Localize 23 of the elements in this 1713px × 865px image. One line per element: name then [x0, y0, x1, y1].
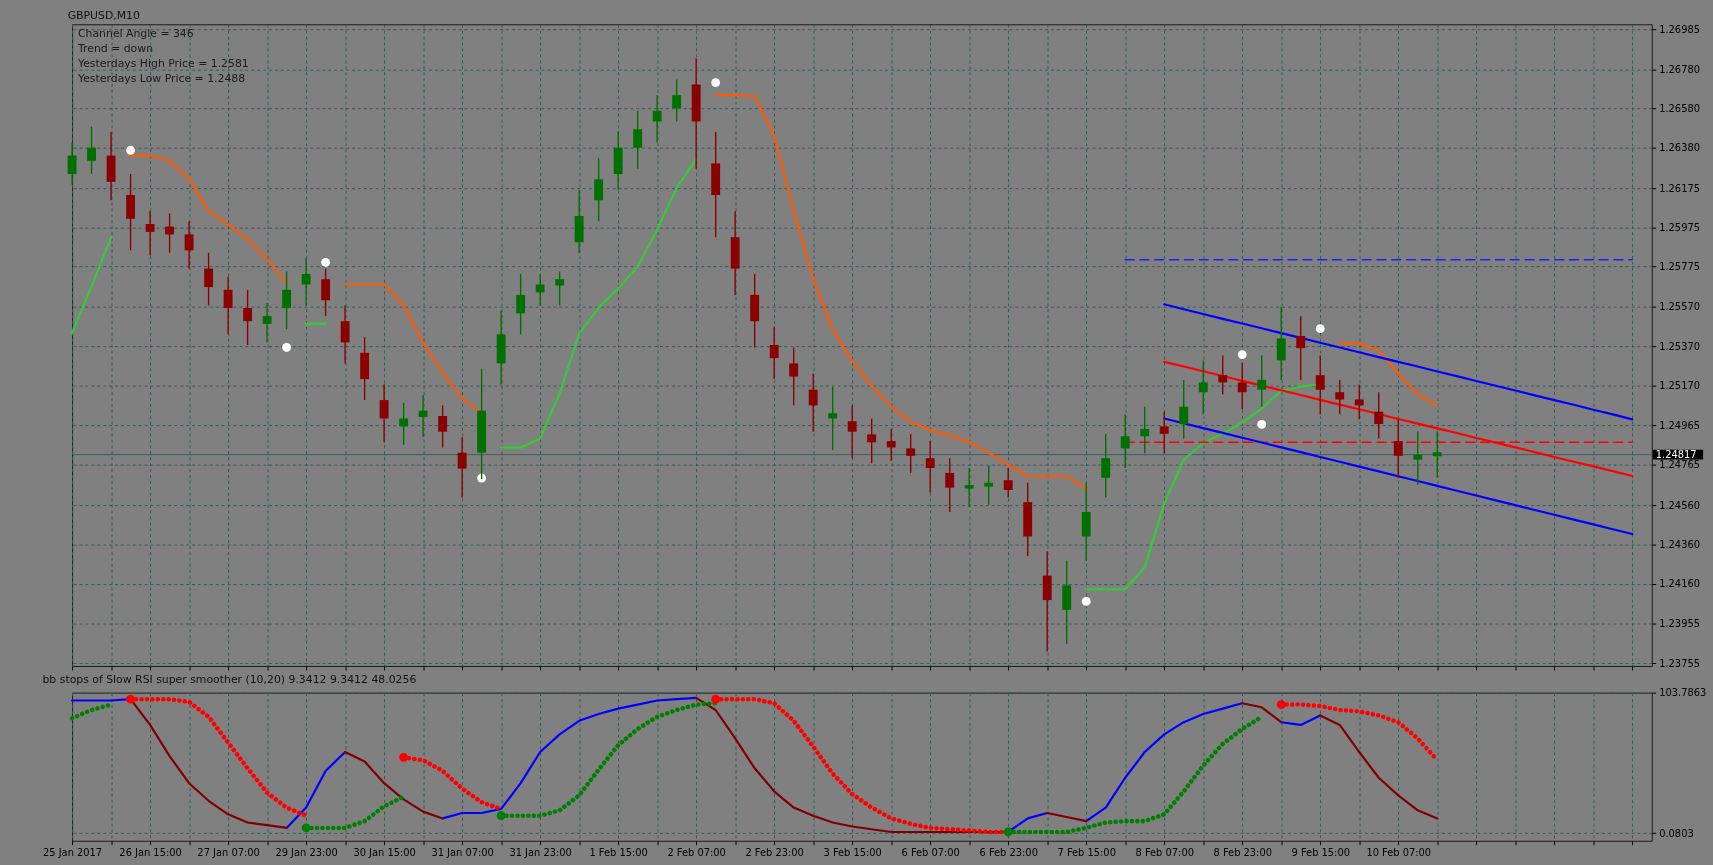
x-tick-label: 31 Jan 23:00: [509, 847, 572, 859]
x-tick-label: 27 Jan 07:00: [197, 847, 260, 859]
point: [126, 694, 135, 704]
x-tick-label: 30 Jan 15:00: [353, 847, 416, 859]
x-tick-label: 6 Feb 07:00: [901, 847, 960, 859]
x-tick-label: 8 Feb 23:00: [1213, 847, 1272, 859]
x-tick-label: 8 Feb 07:00: [1135, 847, 1194, 859]
y-tick-label: 103.7863: [1659, 687, 1707, 699]
x-tick-label: 2 Feb 07:00: [667, 847, 726, 859]
x-tick-label: 31 Jan 07:00: [431, 847, 494, 859]
x-tick-label: 7 Feb 15:00: [1057, 847, 1116, 859]
x-tick-label: 29 Jan 23:00: [275, 847, 338, 859]
chart-title: bb stops of Slow RSI super smoother (10,20) 9.3412 9.3412 48.0256: [42, 672, 417, 686]
y-tick-label: 0.0803: [1659, 827, 1694, 839]
x-tick-label: 9 Feb 15:00: [1291, 847, 1350, 859]
x-tick-label: 10 Feb 07:00: [1366, 847, 1432, 859]
x-tick-label: 6 Feb 23:00: [979, 847, 1038, 859]
x-tick-label: 1 Feb 15:00: [589, 847, 648, 859]
x-tick-label: 3 Feb 15:00: [823, 847, 882, 859]
point: [711, 694, 721, 704]
x-tick-label: 26 Jan 15:00: [119, 847, 182, 859]
x-tick-label: 2 Feb 23:00: [745, 847, 804, 859]
x-tick-label: 25 Jan 2017: [43, 847, 103, 859]
